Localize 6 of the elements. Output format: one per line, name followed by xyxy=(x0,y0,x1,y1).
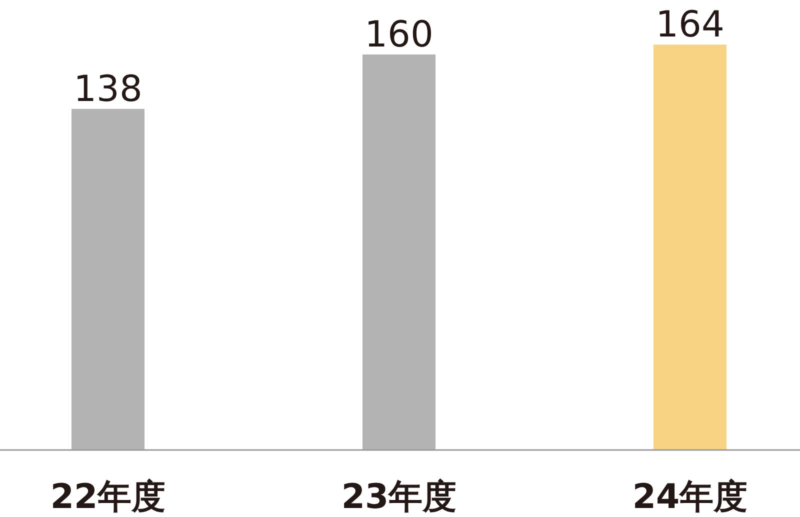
x-tick-label: 23年度 xyxy=(341,477,457,517)
x-tick-label: 24年度 xyxy=(632,477,748,517)
data-label: 164 xyxy=(656,4,724,46)
data-label: 160 xyxy=(364,14,434,56)
x-tick-label: 22年度 xyxy=(50,477,166,517)
data-label: 138 xyxy=(74,68,142,110)
